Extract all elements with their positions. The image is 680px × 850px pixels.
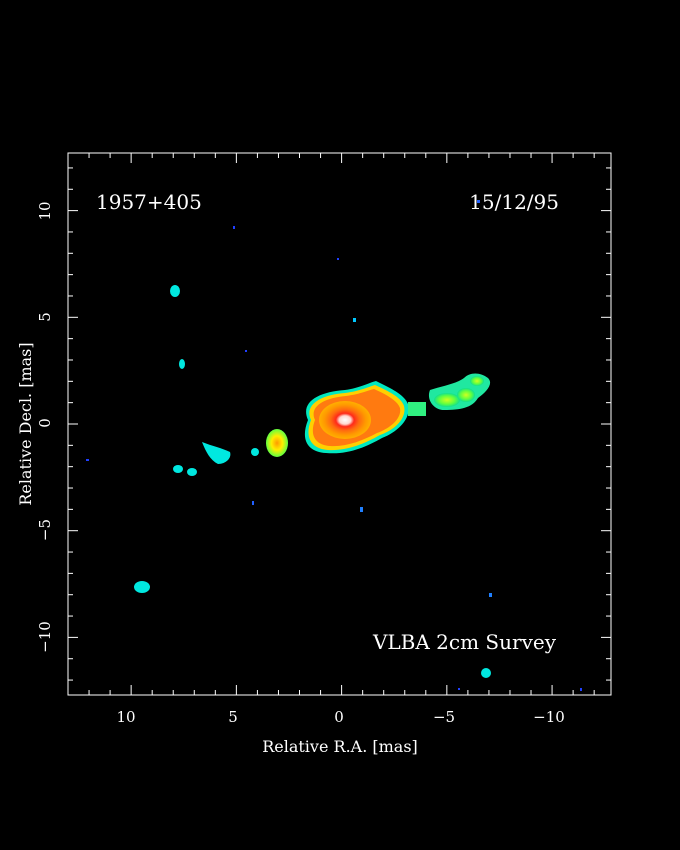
x-axis-title: Relative R.A. [mas]	[262, 737, 418, 756]
blob-north-1	[170, 285, 180, 297]
y-axis-title: Relative Decl. [mas]	[16, 342, 35, 505]
y-tick-label: −10	[36, 621, 54, 653]
x-tick-label: 5	[228, 708, 238, 726]
speckle	[353, 318, 356, 322]
speckle	[360, 507, 363, 512]
y-tick-label: 10	[36, 201, 54, 220]
tick-marks	[68, 153, 611, 695]
jet-link	[408, 402, 426, 416]
speckle	[477, 200, 480, 203]
y-tick-label: −5	[36, 519, 54, 541]
jet-component-west-tip	[470, 376, 484, 386]
blob-east-1	[202, 442, 231, 464]
blob-east-3	[187, 468, 197, 476]
speckle	[233, 226, 235, 229]
blob-south-1	[134, 581, 150, 593]
y-tick-label: 0	[36, 418, 54, 428]
x-tick-labels: 10 5 0 −5 −10	[116, 708, 564, 726]
source-name-label: 1957+405	[96, 190, 202, 214]
speckle	[252, 501, 254, 505]
x-tick-label: 0	[334, 708, 344, 726]
speckle	[458, 688, 460, 690]
y-tick-label: 5	[36, 312, 54, 322]
blob-east-4	[251, 448, 259, 456]
speckle	[245, 350, 247, 352]
speckle	[580, 688, 582, 691]
jet-component-west-inner	[434, 393, 460, 407]
jet-component-west-inner2	[457, 388, 475, 402]
x-tick-label: −10	[533, 708, 565, 726]
survey-label: VLBA 2cm Survey	[372, 630, 557, 654]
y-tick-labels: 10 5 0 −5 −10	[36, 201, 54, 652]
emission-map	[86, 200, 582, 691]
x-tick-label: 10	[116, 708, 135, 726]
blob-north-2	[179, 359, 185, 369]
blob-east-2	[173, 465, 183, 473]
epoch-label: 15/12/95	[469, 190, 559, 214]
east-knot	[266, 429, 288, 457]
core-peak	[319, 401, 371, 439]
x-tick-label: −5	[433, 708, 455, 726]
speckle	[86, 459, 89, 461]
blob-south-2	[481, 668, 491, 678]
speckle	[337, 258, 339, 260]
speckle	[489, 593, 492, 597]
